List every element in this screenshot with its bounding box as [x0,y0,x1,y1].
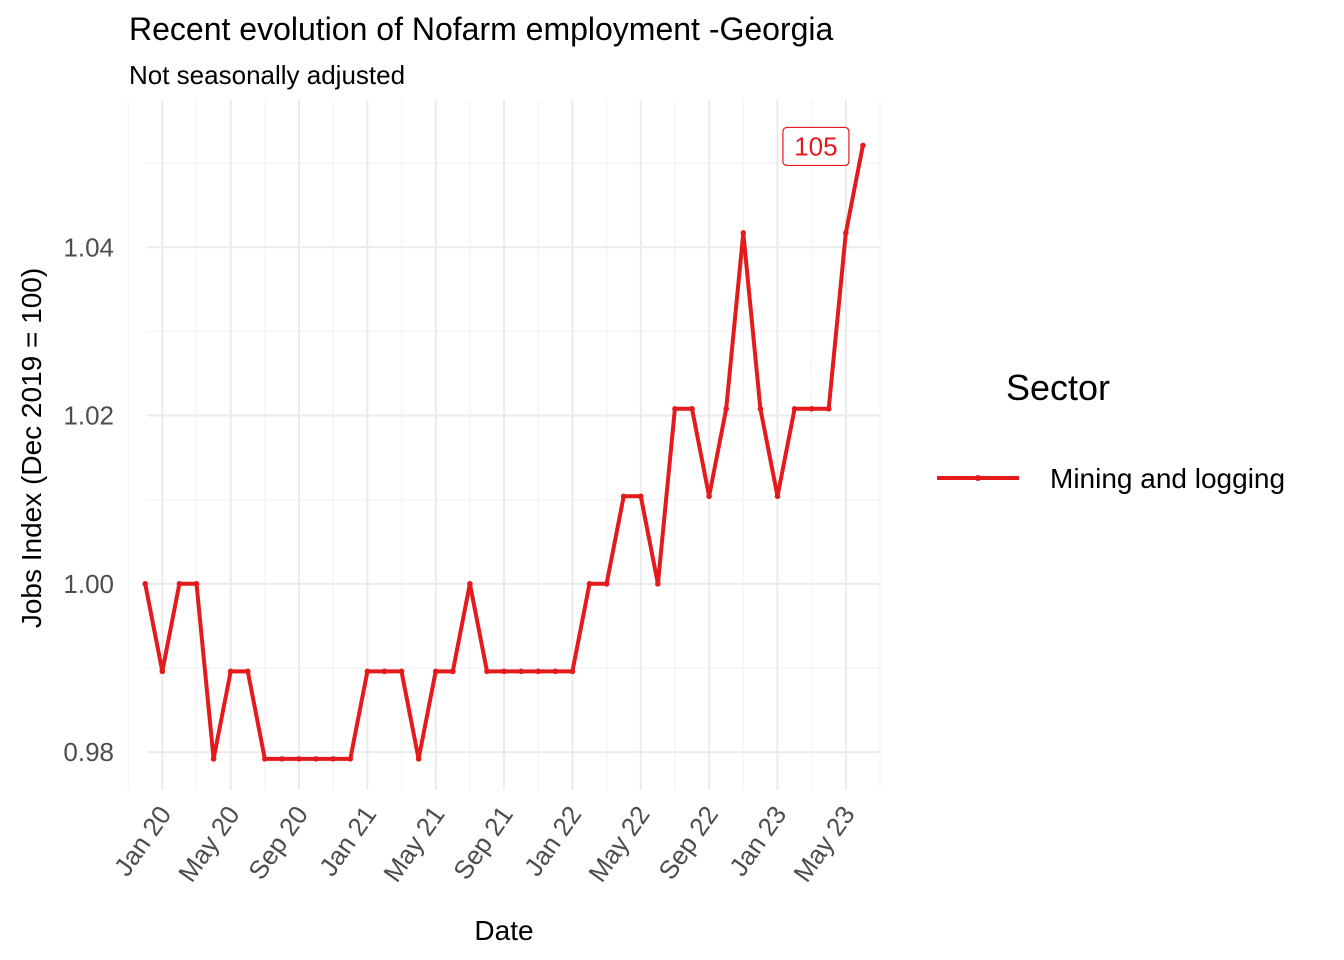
x-tick-label: Jan 20 [108,800,177,881]
data-point [501,668,507,675]
x-tick-label: May 20 [172,800,245,887]
data-point [706,493,712,500]
y-axis-title: Jobs Index (Dec 2019 = 100) [16,268,47,628]
data-point [432,668,439,675]
data-point [159,668,166,675]
data-point [227,668,234,675]
data-point [244,668,251,675]
data-point [825,406,832,412]
x-tick-label: May 22 [582,800,655,887]
x-axis-title: Date [474,915,533,946]
data-point [330,756,336,762]
data-point [620,493,627,500]
data-point [381,668,388,675]
data-point [313,756,319,762]
x-tick-label: Sep 22 [652,800,724,885]
data-point [535,668,542,675]
y-axis-ticks: 0.98 1.00 1.02 1.04 [63,232,114,767]
x-tick-label: May 23 [787,800,860,887]
x-tick-label: Sep 21 [447,800,519,885]
data-point [672,406,678,412]
data-point [415,756,422,762]
data-point [655,581,661,587]
x-tick-label: Jan 22 [518,800,587,881]
data-point [757,406,764,412]
chart-title: Recent evolution of Nofarm employment -G… [129,11,834,47]
data-point [723,406,730,412]
legend-title: Sector [1006,367,1110,408]
data-point [637,493,644,500]
annotation-label: 105 [794,131,837,161]
data-point [740,230,747,236]
data-point [808,406,815,412]
data-point [586,581,593,587]
data-point [603,581,610,587]
chart-subtitle: Not seasonally adjusted [129,60,405,90]
x-tick-label: May 21 [377,800,450,887]
x-tick-label: Jan 23 [723,800,792,881]
y-tick-label: 1.04 [63,232,114,262]
grid [127,100,881,790]
data-point [843,230,849,236]
data-point [142,581,149,587]
annotations: 105 [782,126,850,167]
y-tick-label: 1.02 [63,401,114,431]
series-group [142,142,866,762]
data-point [689,406,695,412]
data-point [774,493,781,500]
x-tick-label: Sep 20 [242,800,314,885]
data-point [569,668,576,675]
legend-key-point [975,475,981,481]
legend: Sector Mining and logging [937,367,1285,494]
y-tick-label: 1.00 [63,569,114,599]
data-point [467,581,473,587]
x-tick-label: Jan 21 [313,800,382,881]
data-point [552,668,559,675]
data-point [279,756,285,762]
y-tick-label: 0.98 [63,737,114,767]
data-point [791,406,798,412]
data-point [210,756,217,762]
data-point [347,756,354,762]
annotation-box [782,126,850,167]
data-point [398,668,405,675]
data-point [364,668,371,675]
data-point [262,756,268,762]
legend-label-mining-and-logging: Mining and logging [1050,463,1285,494]
data-point [176,581,183,587]
data-point [296,756,302,762]
data-point [484,668,490,675]
data-point [193,581,200,587]
data-point [518,668,524,675]
data-point [450,668,456,675]
data-point [860,142,866,149]
